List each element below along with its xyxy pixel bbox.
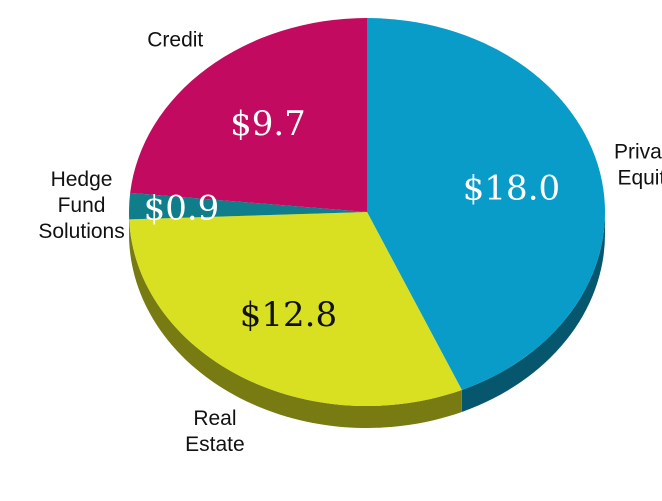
category-label: Private Equity <box>614 141 662 190</box>
category-label-line: Private <box>614 141 662 164</box>
category-label: Credit <box>147 28 203 51</box>
value-label: $12.8 <box>240 295 337 335</box>
category-label-line: Solutions <box>38 220 124 243</box>
category-label: Hedge Fund Solutions <box>38 168 124 243</box>
category-label-line: Estate <box>185 433 245 456</box>
slice <box>129 212 462 406</box>
category-label-line: Real <box>193 407 236 430</box>
category-label-line: Fund <box>58 194 106 217</box>
value-label: $18.0 <box>463 169 560 209</box>
slice <box>129 192 367 220</box>
category-label-line: Equity <box>617 167 662 190</box>
slice <box>130 18 367 212</box>
category-label: Real Estate <box>185 407 245 456</box>
slice-side <box>129 219 462 428</box>
value-label: $0.9 <box>144 188 220 228</box>
slice-side <box>461 212 605 412</box>
value-label: $9.7 <box>230 104 306 144</box>
category-label-line: Credit <box>147 28 203 51</box>
slice <box>367 18 605 390</box>
category-label-line: Hedge <box>51 168 113 191</box>
